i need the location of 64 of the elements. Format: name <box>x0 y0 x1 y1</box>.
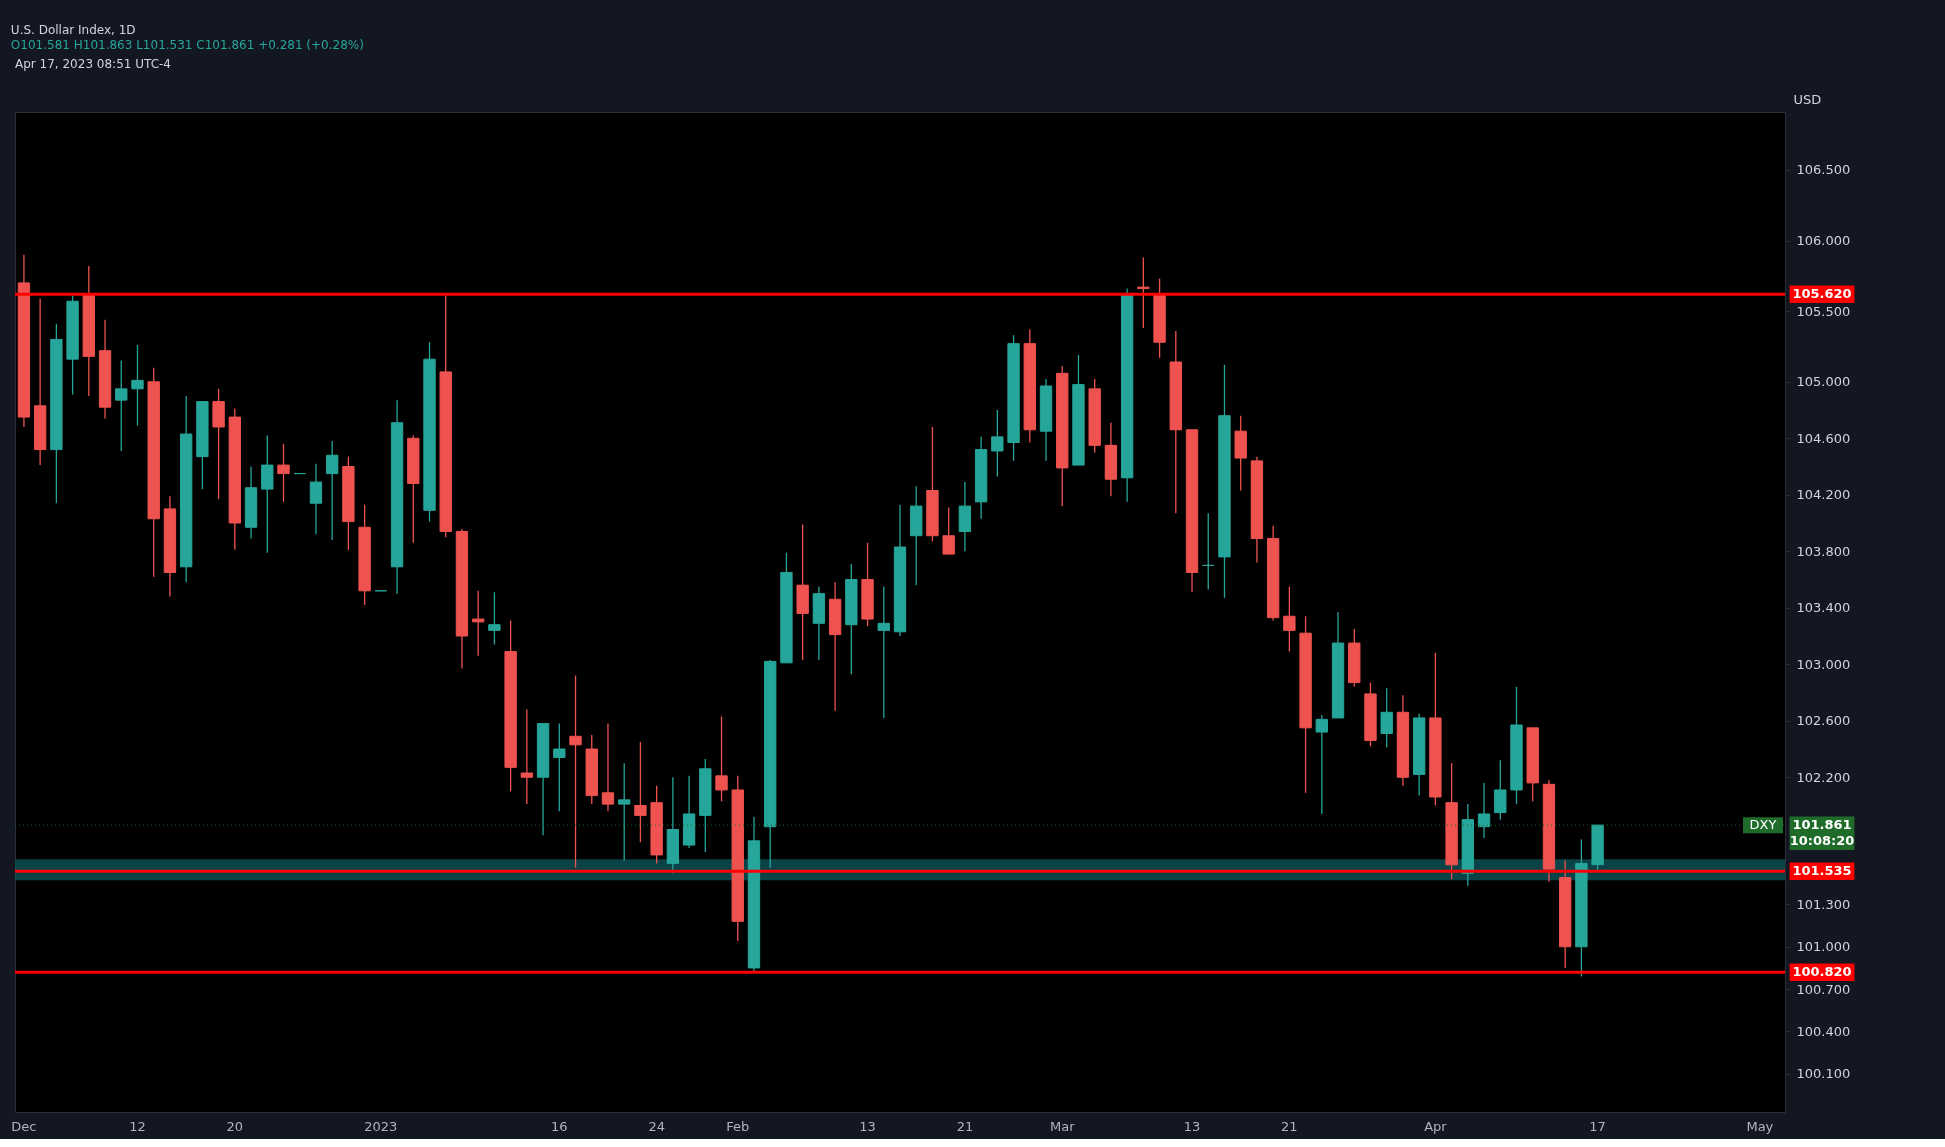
candlestick <box>488 591 501 646</box>
x-tick-label: 21 <box>956 1118 974 1134</box>
candlestick <box>877 585 890 719</box>
candlestick <box>1283 585 1296 653</box>
ref-line-label: 105.620 <box>1792 286 1852 302</box>
y-tick-label: 103.800 <box>1796 543 1851 559</box>
ref-line-label: 100.820 <box>1792 964 1852 980</box>
candlestick <box>131 344 144 427</box>
candlestick <box>618 762 631 862</box>
x-tick-label: 24 <box>648 1118 665 1134</box>
x-tick-label: 13 <box>859 1118 876 1134</box>
candlestick <box>1477 782 1491 839</box>
candlestick <box>309 463 323 535</box>
y-tick-label: 101.000 <box>1796 939 1851 955</box>
y-tick-label: 105.000 <box>1796 374 1851 390</box>
x-tick-label: 17 <box>1589 1118 1606 1134</box>
ref-line-label: 101.861 10:08:20 <box>1789 817 1855 849</box>
candlestick <box>1137 256 1150 329</box>
annotation: DXY <box>1749 817 1777 833</box>
candlestick <box>277 443 290 503</box>
candlestick <box>1380 687 1393 749</box>
x-tick-label: 16 <box>551 1118 568 1134</box>
x-tick-label: 20 <box>226 1118 244 1134</box>
y-tick-label: 102.600 <box>1796 713 1851 729</box>
y-tick-label: 101.300 <box>1796 896 1851 912</box>
candlestick <box>634 741 647 843</box>
candlestick <box>715 715 728 802</box>
y-tick-label: 100.100 <box>1796 1066 1851 1082</box>
text: Apr 17, 2023 08:51 UTC-4 <box>15 57 171 71</box>
candlestick <box>1202 512 1215 591</box>
y-tick-label: 100.700 <box>1796 981 1851 997</box>
chart-subtitle: O101.581 H101.863 L101.531 C101.861 +0.281 (+0.28%) <box>10 38 364 52</box>
candlestick <box>569 674 582 869</box>
candlestick <box>1494 759 1507 821</box>
candlestick <box>1315 714 1328 815</box>
x-tick-label: Mar <box>1049 1118 1076 1134</box>
candlestick <box>115 359 128 452</box>
x-tick-label: Apr <box>1424 1118 1448 1134</box>
y-tick-label: 103.400 <box>1796 600 1851 616</box>
candlestick <box>942 506 955 555</box>
candlestick <box>601 722 615 812</box>
x-tick-label: May <box>1746 1118 1774 1134</box>
candlestick <box>991 409 1004 478</box>
x-tick-label: Feb <box>726 1118 750 1134</box>
y-tick-label: 105.500 <box>1796 303 1851 319</box>
candlestick <box>472 590 485 657</box>
candlestick <box>553 722 566 812</box>
candlestick <box>520 708 534 805</box>
y-tick-label: 104.200 <box>1796 487 1851 503</box>
x-tick-label: 2023 <box>364 1118 398 1134</box>
y-tick-label: 102.200 <box>1796 769 1851 785</box>
x-tick-label: Dec <box>11 1118 37 1134</box>
x-tick-label: 13 <box>1183 1118 1201 1134</box>
y-tick-label: 106.000 <box>1796 233 1851 249</box>
x-tick-label: 21 <box>1281 1118 1298 1134</box>
x-tick-label: 12 <box>129 1118 146 1134</box>
y-tick-label: 104.600 <box>1796 430 1851 446</box>
y-tick-label: 103.000 <box>1796 656 1851 672</box>
y-axis-title: USD <box>1793 91 1822 107</box>
ref-line-label: 101.535 <box>1792 863 1852 879</box>
y-tick-label: 100.400 <box>1796 1023 1851 1039</box>
candlestick <box>325 440 339 541</box>
chart-title: U.S. Dollar Index, 1D <box>10 23 136 37</box>
y-tick-label: 106.500 <box>1796 162 1851 178</box>
